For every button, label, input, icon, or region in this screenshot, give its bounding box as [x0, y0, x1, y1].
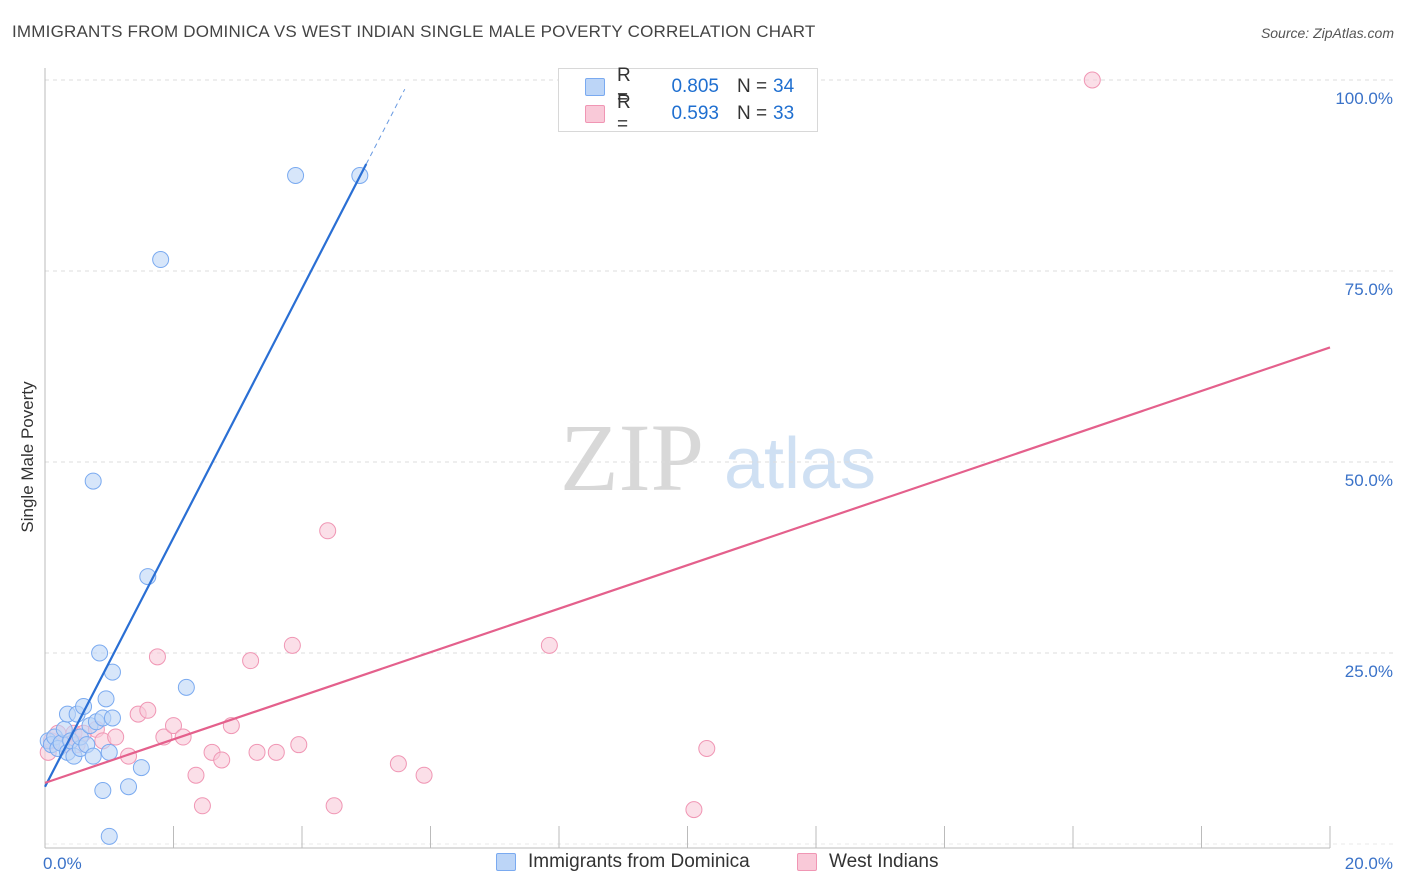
point-dominica — [103, 709, 121, 727]
legend-swatch-pink — [585, 105, 605, 123]
point-west-indians — [187, 766, 205, 784]
series-legend-dominica: Immigrants from Dominica — [496, 851, 750, 873]
point-west-indians — [290, 736, 308, 754]
legend-row-dominica: R = 0.805 N = 34 — [585, 65, 795, 108]
point-west-indians — [283, 636, 301, 654]
stats-legend: R = 0.805 N = 34 R = 0.593 N = 33 — [558, 65, 818, 135]
trend-line-west-indians — [44, 346, 1331, 784]
series-swatch-blue — [496, 853, 516, 871]
point-west-indians — [267, 743, 285, 761]
point-dominica — [177, 678, 195, 696]
legend-r-label: R = — [617, 92, 631, 135]
point-dominica — [94, 782, 112, 800]
point-west-indians — [242, 652, 260, 670]
point-dominica — [100, 827, 118, 845]
series-legend: Immigrants from Dominica West Indians — [0, 851, 1406, 877]
y-tick-label: 75.0% — [1345, 280, 1393, 299]
x-tick-label: 20.0% — [1345, 854, 1393, 873]
point-west-indians — [415, 766, 433, 784]
point-west-indians — [698, 740, 716, 757]
series-name-west-indians: West Indians — [829, 851, 939, 872]
point-dominica — [84, 472, 102, 490]
legend-row-west-indians: R = 0.593 N = 33 — [585, 92, 795, 135]
watermark-zip: ZIP — [560, 404, 704, 511]
point-west-indians — [1083, 71, 1101, 89]
point-west-indians — [193, 797, 211, 815]
legend-r-value: 0.593 — [671, 103, 719, 124]
point-west-indians — [139, 701, 157, 719]
point-dominica — [132, 759, 150, 777]
source-label: Source: ZipAtlas.com — [1260, 25, 1394, 41]
point-dominica — [97, 690, 115, 708]
trend-line-dominica — [44, 163, 368, 788]
series-name-dominica: Immigrants from Dominica — [528, 851, 750, 872]
point-dominica — [91, 644, 109, 662]
watermark-atlas: atlas — [724, 424, 876, 504]
chart-title: IMMIGRANTS FROM DOMINICA VS WEST INDIAN … — [12, 22, 816, 41]
point-west-indians — [107, 728, 125, 746]
point-dominica — [100, 743, 118, 761]
point-dominica — [152, 251, 170, 269]
y-tick-label: 25.0% — [1345, 662, 1393, 681]
point-west-indians — [389, 755, 407, 773]
y-tick-label: 50.0% — [1345, 471, 1393, 490]
point-west-indians — [148, 648, 166, 666]
point-west-indians — [325, 797, 343, 815]
y-axis-title: Single Male Poverty — [18, 381, 37, 533]
series-swatch-pink — [797, 853, 817, 871]
point-west-indians — [685, 801, 703, 819]
point-west-indians — [540, 636, 558, 654]
point-west-indians — [165, 717, 182, 735]
legend-r-label: R = — [617, 65, 631, 108]
legend-swatch-blue — [585, 78, 605, 96]
series-legend-west-indians: West Indians — [797, 851, 938, 873]
point-west-indians — [248, 743, 266, 761]
point-west-indians — [319, 522, 337, 540]
point-west-indians — [213, 751, 231, 769]
y-tick-label: 100.0% — [1335, 89, 1393, 108]
legend-n-label: N = — [737, 76, 768, 97]
legend-n-label: N = — [737, 103, 768, 124]
point-dominica — [287, 167, 305, 184]
trend-line-dominica-extension — [365, 88, 406, 165]
legend-r-value: 0.805 — [671, 76, 719, 97]
legend-n-value: 33 — [773, 103, 795, 124]
point-dominica — [84, 747, 102, 765]
point-dominica — [120, 778, 138, 796]
x-tick-label: 0.0% — [43, 854, 82, 873]
legend-n-value: 34 — [773, 76, 795, 97]
